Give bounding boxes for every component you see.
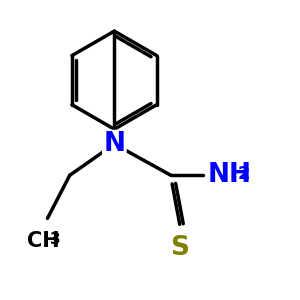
- Text: 2: 2: [238, 165, 250, 183]
- Text: 3: 3: [50, 232, 61, 247]
- Text: CH: CH: [27, 231, 59, 251]
- Text: S: S: [170, 235, 189, 261]
- Text: N: N: [103, 131, 125, 157]
- Text: NH: NH: [208, 162, 252, 188]
